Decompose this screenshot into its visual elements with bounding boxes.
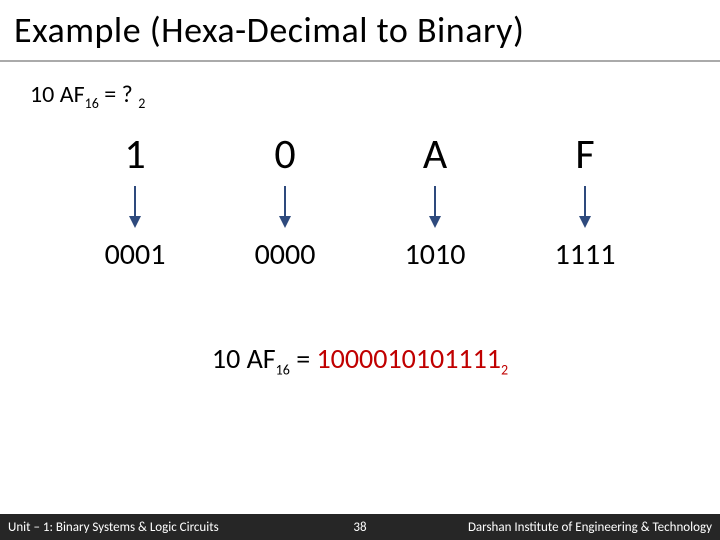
eq-sub2: 2 xyxy=(138,95,145,112)
hex-digit: 0 xyxy=(274,132,295,178)
down-arrow-icon xyxy=(426,184,444,228)
down-arrow-icon xyxy=(576,184,594,228)
result-eq: = xyxy=(290,341,317,376)
result-lhs-sub: 16 xyxy=(276,362,290,379)
conversion-row: 1 0001 0 0000 A 1010 F 1111 xyxy=(0,112,720,273)
hex-digit: 1 xyxy=(124,132,145,178)
hex-digit: A xyxy=(423,132,447,178)
result-rhs-sub: 2 xyxy=(501,362,508,379)
binary-value: 1111 xyxy=(555,236,616,273)
conversion-col: A 1010 xyxy=(370,132,500,273)
down-arrow-icon xyxy=(276,184,294,228)
slide-title: Example (Hexa-Decimal to Binary) xyxy=(0,0,720,62)
conversion-col: 0 0000 xyxy=(220,132,350,273)
footer-page-number: 38 xyxy=(330,520,390,535)
footer-unit: Unit – 1: Binary Systems & Logic Circuit… xyxy=(8,520,330,535)
conversion-col: F 1111 xyxy=(520,132,650,273)
hex-digit: F xyxy=(575,132,594,178)
result-equation: 10 AF16 = 10000101011112 xyxy=(0,341,720,379)
eq-sub1: 16 xyxy=(85,95,99,112)
result-rhs: 1000010101111 xyxy=(316,341,501,376)
binary-value: 0001 xyxy=(105,236,166,273)
down-arrow-icon xyxy=(126,184,144,228)
binary-value: 0000 xyxy=(255,236,316,273)
result-lhs: 10 AF xyxy=(212,341,276,376)
problem-equation: 10 AF16 = ? 2 xyxy=(0,62,720,112)
binary-value: 1010 xyxy=(405,236,466,273)
eq-prefix: 10 AF xyxy=(30,80,85,109)
eq-mid: = ? xyxy=(99,80,138,109)
conversion-col: 1 0001 xyxy=(70,132,200,273)
footer-institute: Darshan Institute of Engineering & Techn… xyxy=(390,520,712,535)
slide-footer: Unit – 1: Binary Systems & Logic Circuit… xyxy=(0,514,720,540)
